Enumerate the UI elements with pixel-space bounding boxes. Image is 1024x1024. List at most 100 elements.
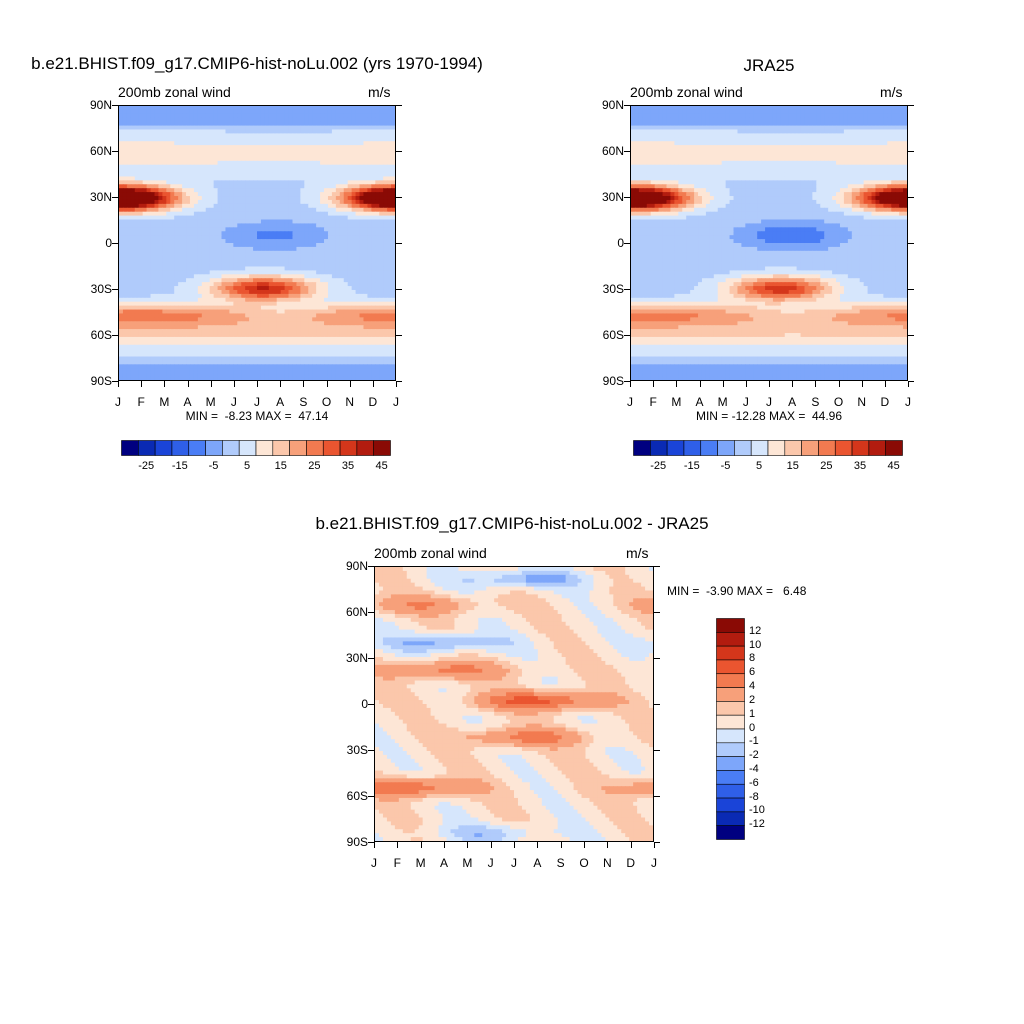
y-tick-mark <box>112 105 118 106</box>
heatmap-cell <box>304 211 309 217</box>
heatmap-cell <box>201 106 207 111</box>
heatmap-cell <box>166 223 171 228</box>
heatmap-cell <box>119 364 124 369</box>
heatmap-cell <box>343 325 349 330</box>
heatmap-cell <box>122 309 128 315</box>
heatmap-cell <box>197 109 203 115</box>
heatmap-cell <box>260 376 266 380</box>
heatmap-cell <box>284 333 290 338</box>
heatmap-cell <box>130 333 136 338</box>
heatmap-cell <box>229 336 234 342</box>
heatmap-cell <box>351 176 357 181</box>
heatmap-cell <box>119 168 124 174</box>
heatmap-cell <box>166 239 171 244</box>
heatmap-cell <box>126 348 132 354</box>
heatmap-cell <box>320 106 325 111</box>
heatmap-cell <box>249 372 254 377</box>
heatmap-cell <box>371 196 376 201</box>
heatmap-cell <box>268 129 274 134</box>
heatmap-cell <box>134 297 140 303</box>
heatmap-cell <box>300 113 305 119</box>
heatmap-cell <box>193 250 199 256</box>
heatmap-cell <box>174 133 179 138</box>
heatmap-cell <box>678 106 683 111</box>
heatmap-cell <box>367 246 372 252</box>
heatmap-cell <box>324 219 329 225</box>
heatmap-cell <box>130 325 136 330</box>
heatmap-cell <box>150 192 156 197</box>
heatmap-cell <box>158 121 163 127</box>
heatmap-cell <box>138 196 144 201</box>
heatmap-cell <box>316 250 321 256</box>
heatmap-cell <box>138 203 144 209</box>
heatmap-cell <box>367 313 372 318</box>
heatmap-cell <box>257 282 262 287</box>
heatmap-cell <box>154 207 160 213</box>
heatmap-cell <box>119 325 124 330</box>
heatmap-cell <box>142 239 148 244</box>
heatmap-cell <box>383 348 388 354</box>
heatmap-cell <box>213 125 219 131</box>
heatmap-cell <box>304 196 309 201</box>
heatmap-cell <box>308 196 313 201</box>
heatmap-cell <box>268 219 274 225</box>
heatmap-cell <box>343 321 349 326</box>
heatmap-cell <box>324 121 329 127</box>
heatmap-cell <box>284 121 290 127</box>
heatmap-cell <box>178 152 183 158</box>
heatmap-cell <box>209 313 215 318</box>
heatmap-cell <box>375 376 380 380</box>
heatmap-cell <box>367 207 372 213</box>
heatmap-cell <box>296 125 301 131</box>
heatmap-cell <box>189 113 195 119</box>
heatmap-cell <box>237 219 242 225</box>
heatmap-cell <box>359 133 365 138</box>
heatmap-cell <box>300 278 305 283</box>
heatmap-cell <box>339 199 345 205</box>
heatmap-cell <box>260 106 266 111</box>
heatmap-cell <box>351 168 357 174</box>
heatmap-cell <box>178 106 183 111</box>
heatmap-cell <box>304 270 309 275</box>
heatmap-cell <box>253 266 258 271</box>
heatmap-cell <box>335 293 341 299</box>
heatmap-cell <box>154 188 160 193</box>
heatmap-cell <box>316 313 321 318</box>
heatmap-cell <box>209 164 215 170</box>
heatmap-cell <box>217 254 223 260</box>
heatmap-cell <box>174 196 179 201</box>
heatmap-cell <box>367 160 372 166</box>
heatmap-cell <box>201 286 207 291</box>
heatmap-cell <box>249 145 254 150</box>
heatmap-cell <box>205 325 211 330</box>
heatmap-cell <box>284 141 290 146</box>
heatmap-cell <box>142 188 148 193</box>
heatmap-cell <box>363 376 368 380</box>
heatmap-cell <box>387 340 392 346</box>
heatmap-cell <box>193 156 199 162</box>
heatmap-cell <box>355 196 361 201</box>
heatmap-cell <box>276 109 282 115</box>
heatmap-cell <box>375 164 380 170</box>
heatmap-cell <box>284 262 290 268</box>
heatmap-cell <box>379 109 384 115</box>
heatmap-cell <box>367 344 372 350</box>
heatmap-cell <box>316 223 321 228</box>
heatmap-cell <box>119 188 124 193</box>
heatmap-cell <box>158 340 163 346</box>
heatmap-cell <box>154 243 160 248</box>
heatmap-cell <box>213 145 219 150</box>
heatmap-cell <box>119 121 124 127</box>
heatmap-cell <box>331 352 337 358</box>
heatmap-cell <box>197 262 203 268</box>
heatmap-cell <box>146 246 152 252</box>
heatmap-cell <box>205 270 211 275</box>
heatmap-cell <box>391 215 395 221</box>
heatmap-cell <box>193 172 199 178</box>
heatmap-cell <box>331 215 337 221</box>
heatmap-cell <box>193 254 199 260</box>
heatmap-cell <box>367 231 372 236</box>
heatmap-cell <box>233 305 238 311</box>
heatmap-cell <box>201 282 207 287</box>
heatmap-cell <box>387 121 392 127</box>
